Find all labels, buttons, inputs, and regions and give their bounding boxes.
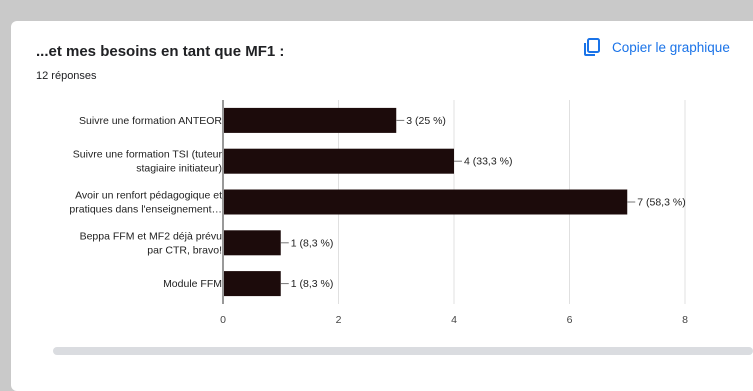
x-tick-label: 2 <box>336 314 342 326</box>
responses-count: 12 réponses <box>36 70 97 82</box>
bar <box>224 230 281 256</box>
bar <box>224 189 628 215</box>
data-label: 4 (33,3 %) <box>464 156 512 168</box>
data-label: 7 (58,3 %) <box>637 197 685 209</box>
data-label: 3 (25 %) <box>406 115 446 127</box>
question-title: ...et mes besoins en tant que MF1 : <box>36 43 285 60</box>
copy-chart-button[interactable]: Copier le graphique <box>582 37 730 57</box>
x-tick-label: 6 <box>567 314 573 326</box>
x-tick-label: 8 <box>682 314 688 326</box>
category-label: pratiques dans l'enseignement… <box>69 204 222 216</box>
x-tick-label: 4 <box>451 314 457 326</box>
bar <box>224 148 454 174</box>
horizontal-scrollbar[interactable] <box>53 347 753 355</box>
category-label: Module FFM <box>163 278 222 290</box>
copy-icon <box>582 37 602 57</box>
data-label: 1 (8,3 %) <box>291 237 334 249</box>
copy-chart-label: Copier le graphique <box>612 39 730 55</box>
question-card: ...et mes besoins en tant que MF1 : 12 r… <box>11 21 753 391</box>
category-label: Avoir un renfort pédagogique et <box>75 190 222 202</box>
category-label: par CTR, bravo! <box>147 244 222 256</box>
category-label: stagiaire initiateur) <box>136 163 222 175</box>
data-label: 1 (8,3 %) <box>291 278 334 290</box>
bar <box>224 107 397 133</box>
bar-chart: 0 2 4 6 8 3 (25 %) Suivre une formation ANTEOR… <box>69 100 688 326</box>
category-label: Suivre une formation TSI (tuteur <box>73 149 223 161</box>
x-tick-label: 0 <box>220 314 226 326</box>
bar <box>224 271 281 297</box>
category-label: Suivre une formation ANTEOR <box>79 115 222 127</box>
category-label: Beppa FFM et MF2 déjà prévu <box>80 230 223 242</box>
